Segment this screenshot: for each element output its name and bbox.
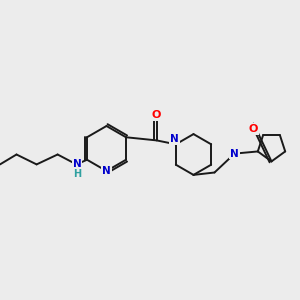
Text: N: N: [170, 134, 179, 144]
Text: N: N: [102, 166, 111, 176]
Text: N: N: [230, 148, 239, 159]
Text: N: N: [73, 159, 82, 170]
Text: O: O: [152, 110, 161, 120]
Text: O: O: [249, 124, 258, 134]
Text: H: H: [73, 169, 81, 179]
